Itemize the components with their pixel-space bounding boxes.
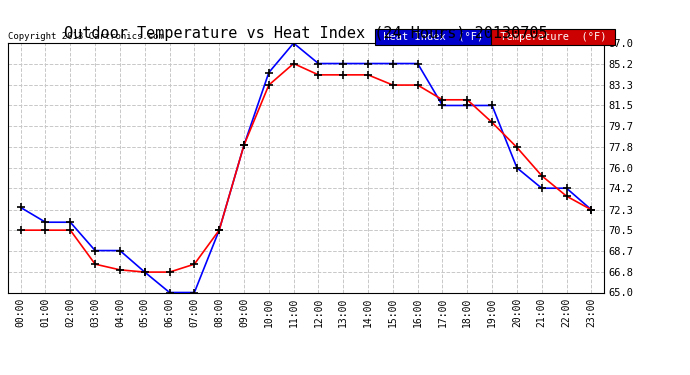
- Text: Temperature  (°F): Temperature (°F): [493, 32, 612, 42]
- Text: Copyright 2013 Cartronics.com: Copyright 2013 Cartronics.com: [8, 32, 164, 40]
- Title: Outdoor Temperature vs Heat Index (24 Hours) 20130705: Outdoor Temperature vs Heat Index (24 Ho…: [64, 26, 548, 40]
- Text: Heat Index  (°F): Heat Index (°F): [377, 32, 490, 42]
